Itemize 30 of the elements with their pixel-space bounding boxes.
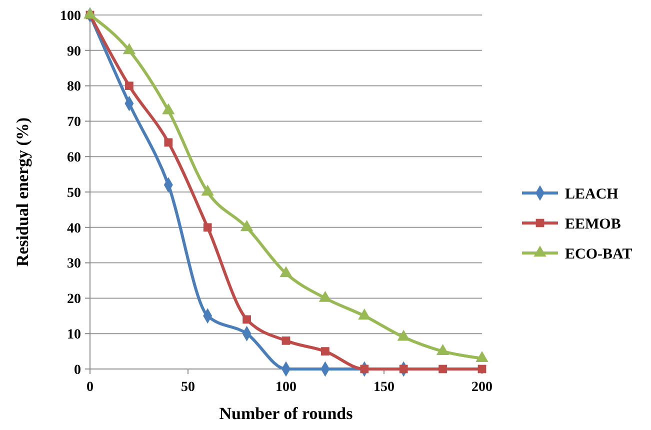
x-tick-label: 100 xyxy=(276,380,296,395)
legend-label: ECO-BAT xyxy=(565,246,632,262)
point xyxy=(438,364,447,374)
x-tick-label: 50 xyxy=(181,380,195,395)
y-tick-label: 20 xyxy=(67,292,81,308)
point xyxy=(321,347,330,356)
y-tick-label: 90 xyxy=(67,44,81,60)
y-tick-label: 60 xyxy=(67,150,81,166)
legend-label: EEMOB xyxy=(565,216,621,232)
y-tick-label: 50 xyxy=(67,186,81,201)
point xyxy=(242,315,251,324)
point xyxy=(125,82,134,90)
y-tick-label: 70 xyxy=(67,115,81,130)
point xyxy=(399,364,408,374)
x-tick-label: 200 xyxy=(472,380,492,395)
y-tick-label: 10 xyxy=(67,328,81,342)
x-tick-label: 150 xyxy=(374,380,394,395)
point xyxy=(360,364,369,374)
point xyxy=(164,138,173,147)
x-tick-label: 0 xyxy=(86,380,94,395)
x-axis-title: Number of rounds xyxy=(219,404,354,423)
y-tick-label: 0 xyxy=(74,362,81,378)
y-tick-label: 40 xyxy=(67,221,81,236)
legend-label: LEACH xyxy=(565,186,619,202)
point xyxy=(282,336,290,345)
y-axis-title: Residual energy (%) xyxy=(13,117,32,267)
y-tick-label: 30 xyxy=(67,256,81,272)
y-tick-label: 100 xyxy=(60,8,81,24)
y-tick-label: 80 xyxy=(67,80,81,95)
point xyxy=(203,223,212,232)
